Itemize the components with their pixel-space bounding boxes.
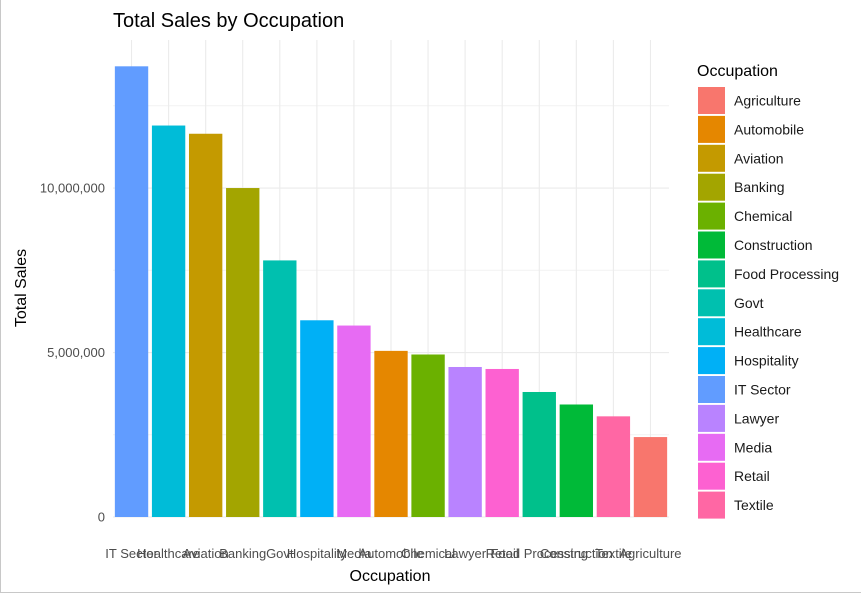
legend-key-banking — [698, 173, 725, 201]
legend-title: Occupation — [697, 63, 778, 80]
x-tick-label: Banking — [219, 546, 266, 561]
legend-label-retail: Retail — [734, 468, 770, 484]
legend-key-aviation — [698, 144, 725, 172]
legend-label-healthcare: Healthcare — [734, 324, 802, 340]
bar-hospitality — [300, 320, 334, 517]
bar-textile — [596, 416, 631, 517]
legend-key-govt — [698, 289, 725, 317]
bar-healthcare — [151, 125, 186, 517]
chart-title: Total Sales by Occupation — [113, 10, 344, 32]
bar-food-processing — [522, 391, 556, 517]
bar-banking — [226, 188, 260, 517]
legend-key-it-sector — [698, 376, 725, 403]
x-tick-label: IT Sector — [105, 546, 158, 561]
x-tick-label: Aviation — [183, 546, 229, 561]
bar-retail — [485, 368, 519, 517]
legend-key-lawyer — [698, 404, 725, 432]
x-tick-label: Food Processing — [490, 546, 588, 561]
legend-key-construction — [698, 231, 725, 259]
legend-label-chemical: Chemical — [734, 208, 792, 224]
legend-label-agriculture: Agriculture — [734, 93, 801, 109]
legend-label-textile: Textile — [734, 497, 774, 513]
x-tick-label: Textile — [595, 546, 632, 561]
y-axis-title: Total Sales — [13, 249, 30, 327]
y-tick-label: 10,000,000 — [40, 181, 105, 196]
legend-label-automobile: Automobile — [734, 121, 804, 137]
x-tick-label: Healthcare — [137, 546, 200, 561]
legend-label-banking: Banking — [734, 179, 785, 195]
legend-key-hospitality — [698, 347, 725, 375]
legend-label-food-processing: Food Processing — [734, 266, 839, 282]
legend-label-construction: Construction — [734, 237, 813, 253]
x-tick-label: Lawyer — [444, 546, 487, 561]
legend-key-media — [698, 433, 725, 461]
bar-agriculture — [633, 437, 668, 517]
bar-govt — [263, 260, 297, 517]
bar-chemical — [411, 354, 445, 517]
legend-key-food-processing — [698, 260, 725, 288]
legend-label-hospitality: Hospitality — [734, 353, 799, 369]
bars — [114, 66, 668, 518]
legend-label-lawyer: Lawyer — [734, 410, 779, 426]
bar-construction — [559, 404, 594, 517]
x-tick-label: Automobile — [358, 546, 423, 561]
legend-label-it-sector: IT Sector — [734, 382, 791, 398]
y-tick-label: 0 — [98, 510, 105, 525]
x-tick-label: Retail — [486, 546, 519, 561]
legend-label-govt: Govt — [734, 295, 764, 311]
bar-automobile — [374, 350, 408, 517]
x-axis-title: Occupation — [350, 568, 431, 585]
legend-key-retail — [698, 462, 725, 490]
x-tick-label: Media — [336, 546, 372, 561]
y-tick-labels: 0 5,000,000 10,000,000 — [40, 181, 105, 525]
legend-label-media: Media — [734, 439, 772, 455]
x-tick-label: Hospitality — [287, 546, 347, 561]
bar-lawyer — [448, 366, 482, 517]
legend-key-chemical — [698, 202, 725, 230]
legend-key-textile — [698, 491, 725, 519]
legend-key-healthcare — [698, 318, 725, 346]
x-tick-label: Agriculture — [619, 546, 681, 561]
bar-aviation — [188, 133, 223, 517]
legend-label-aviation: Aviation — [734, 150, 784, 166]
x-tick-label: Construction — [540, 546, 613, 561]
x-tick-label: Govt — [266, 546, 294, 561]
legend-key-automobile — [698, 115, 725, 143]
bar-media — [337, 325, 371, 517]
x-tick-label: Chemical — [401, 546, 455, 561]
bar-it-sector — [114, 66, 149, 518]
legend-key-agriculture — [698, 87, 725, 114]
y-tick-label: 5,000,000 — [47, 345, 105, 360]
legend: Occupation Agriculture Automobile Aviation… — [697, 63, 839, 519]
